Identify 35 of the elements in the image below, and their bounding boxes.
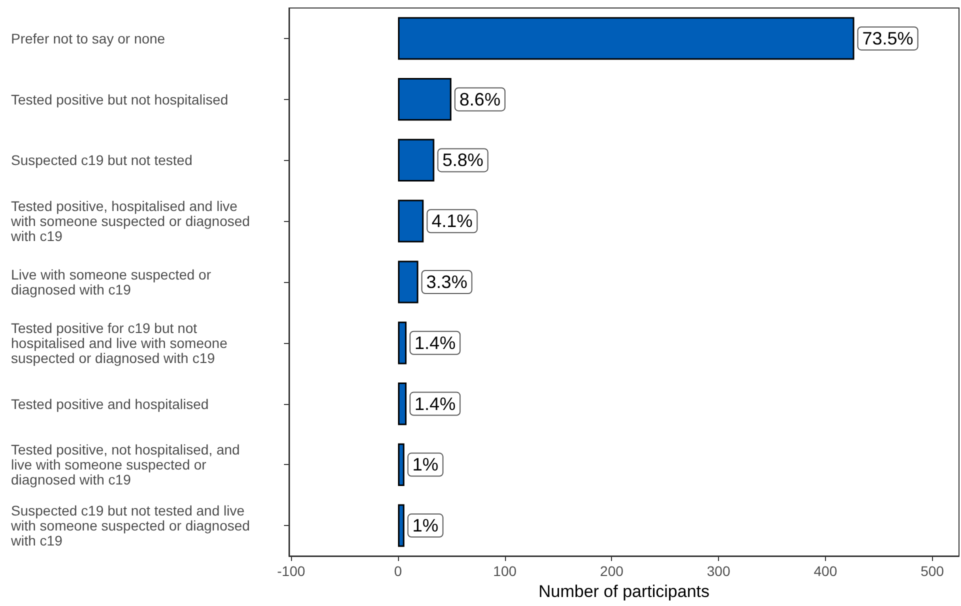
x-tick-label: 300 (706, 563, 730, 579)
x-tick-label: 400 (814, 563, 838, 579)
bar (398, 260, 418, 304)
annotation: 73.5% (862, 28, 914, 48)
x-tick-label: 200 (600, 563, 624, 579)
x-axis-title: Number of participants (538, 582, 710, 601)
annotation: 1% (412, 516, 438, 536)
annotation: 1.4% (414, 394, 456, 414)
bar (398, 382, 407, 426)
y-tick-label: Suspected c19 but not tested (11, 152, 192, 168)
annotation: 4.1% (432, 211, 473, 232)
annotation: 8.6% (459, 89, 500, 110)
y-tick-label: Tested positive for c19 but not hospitalised and live with someone suspected or diagnosed with c19 (11, 320, 232, 366)
bar (398, 322, 407, 364)
bar (398, 17, 854, 60)
x-tick-label: -100 (277, 563, 306, 579)
x-tick-label: 0 (394, 563, 402, 579)
bar (398, 138, 434, 182)
x-tick-label: 500 (920, 563, 944, 579)
y-tick-label: Tested positive but not hospitalised (11, 91, 228, 108)
y-tick-label: Prefer not to say or none (11, 30, 166, 46)
y-tick-label: Suspected c19 but not tested and live with someone suspected or diagnosed with c19 (10, 502, 254, 549)
x-tick-label: 100 (493, 563, 517, 579)
annotation: 1% (412, 454, 438, 475)
y-tick-label: Live with someone suspected or diagnosed with c19 (11, 266, 215, 298)
bar (398, 443, 404, 486)
bar (398, 78, 452, 121)
annotation: 3.3% (426, 272, 468, 292)
annotation: 1.4% (414, 332, 456, 353)
y-tick-label: Tested positive, hospitalised and live with someone suspected or diagnosed with c19 (10, 198, 254, 244)
bar (398, 200, 424, 242)
annotation: 5.8% (442, 150, 484, 170)
y-tick-label: Tested positive, not hospitalised, and live with someone suspected or diagnosed with c19 (11, 442, 244, 488)
bar (398, 504, 404, 547)
y-tick-label: Tested positive and hospitalised (11, 396, 209, 412)
